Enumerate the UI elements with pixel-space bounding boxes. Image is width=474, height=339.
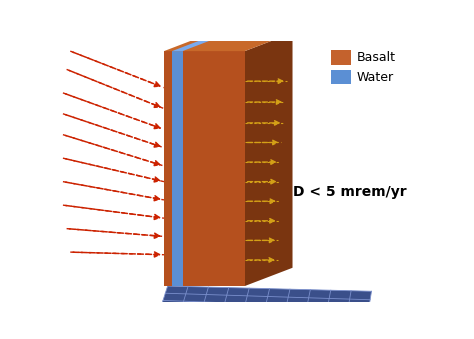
Text: D < 5 mrem/yr: D < 5 mrem/yr [292,185,406,199]
Polygon shape [149,286,372,339]
Text: Water: Water [357,71,394,84]
Text: Basalt: Basalt [357,51,396,64]
Polygon shape [182,51,245,286]
Polygon shape [164,51,172,286]
Polygon shape [164,33,292,51]
Polygon shape [172,51,182,286]
Bar [331,70,351,84]
Polygon shape [172,33,230,51]
Polygon shape [245,33,292,286]
Bar [331,51,351,65]
